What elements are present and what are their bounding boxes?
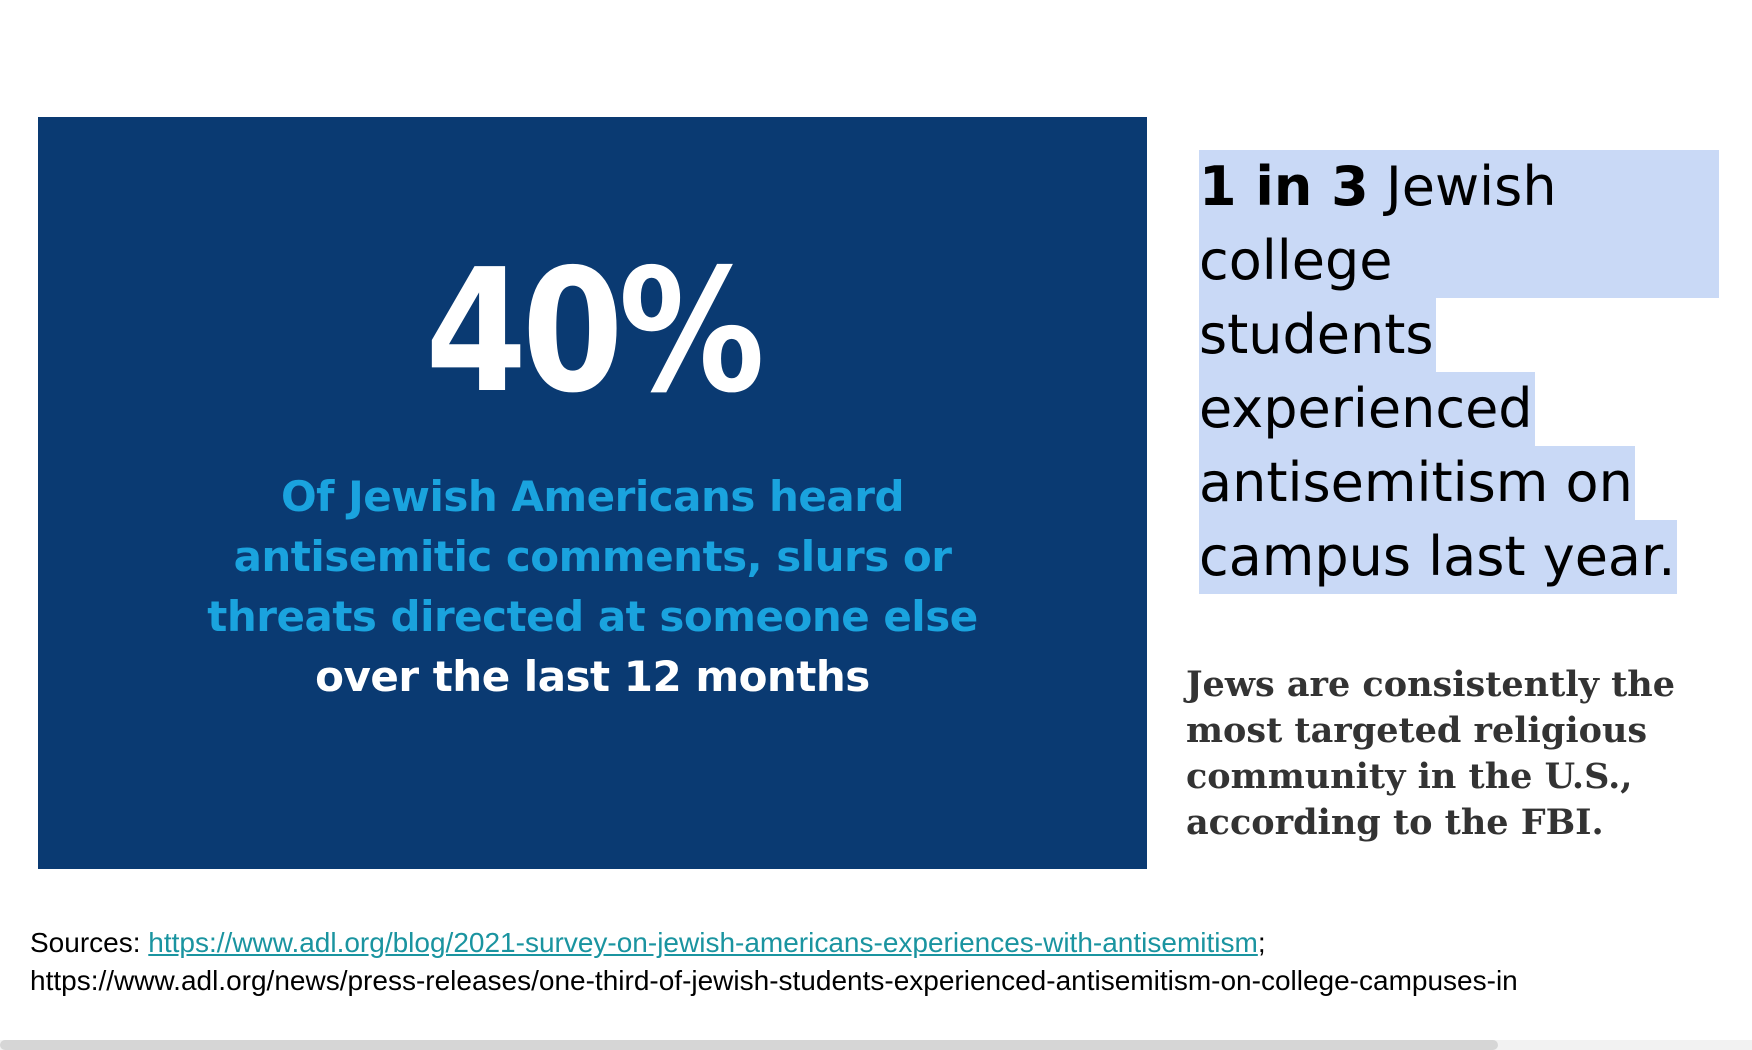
stat-panel: 40% Of Jewish Americans heard antisemiti… (38, 117, 1147, 869)
fact-fbi-line: most targeted religious (1186, 710, 1648, 751)
sources-label: Sources: (30, 927, 149, 958)
fact-fbi-line: Jews are consistently the (1186, 664, 1675, 705)
fact-line: 1 in 3 Jewish college (1199, 150, 1719, 298)
fact-fbi-line: according to the FBI. (1186, 802, 1604, 843)
big-percent-stat: 40% (425, 233, 765, 431)
stat-description: Of Jewish Americans heard antisemitic co… (38, 467, 1147, 707)
stat-description-last-line: over the last 12 months (315, 652, 870, 701)
fact-line: students (1199, 298, 1436, 372)
stat-description-line: Of Jewish Americans heard (280, 472, 905, 521)
fact-line: antisemitism on (1199, 446, 1635, 520)
fact-line: campus last year. (1199, 520, 1678, 594)
sources-separator: ; (1257, 927, 1266, 958)
stat-description-line: antisemitic comments, slurs or (233, 532, 952, 581)
source-link-survey[interactable]: https://www.adl.org/blog/2021-survey-on-… (148, 927, 1258, 958)
sources-footer: Sources: https://www.adl.org/blog/2021-s… (30, 924, 1740, 1000)
fact-line-text: Jewish college (1199, 155, 1557, 292)
fact-college-students: 1 in 3 Jewish college students experienc… (1199, 150, 1719, 594)
fact-bold-ratio: 1 in 3 (1199, 155, 1369, 218)
fact-line: experienced (1199, 372, 1535, 446)
stat-description-line: threats directed at someone else (207, 592, 978, 641)
fact-fbi: Jews are consistently the most targeted … (1186, 662, 1706, 846)
fact-fbi-line: community in the U.S., (1186, 756, 1633, 797)
horizontal-scrollbar-thumb[interactable] (0, 1040, 1498, 1050)
source-url-press-release: https://www.adl.org/news/press-releases/… (30, 965, 1518, 996)
